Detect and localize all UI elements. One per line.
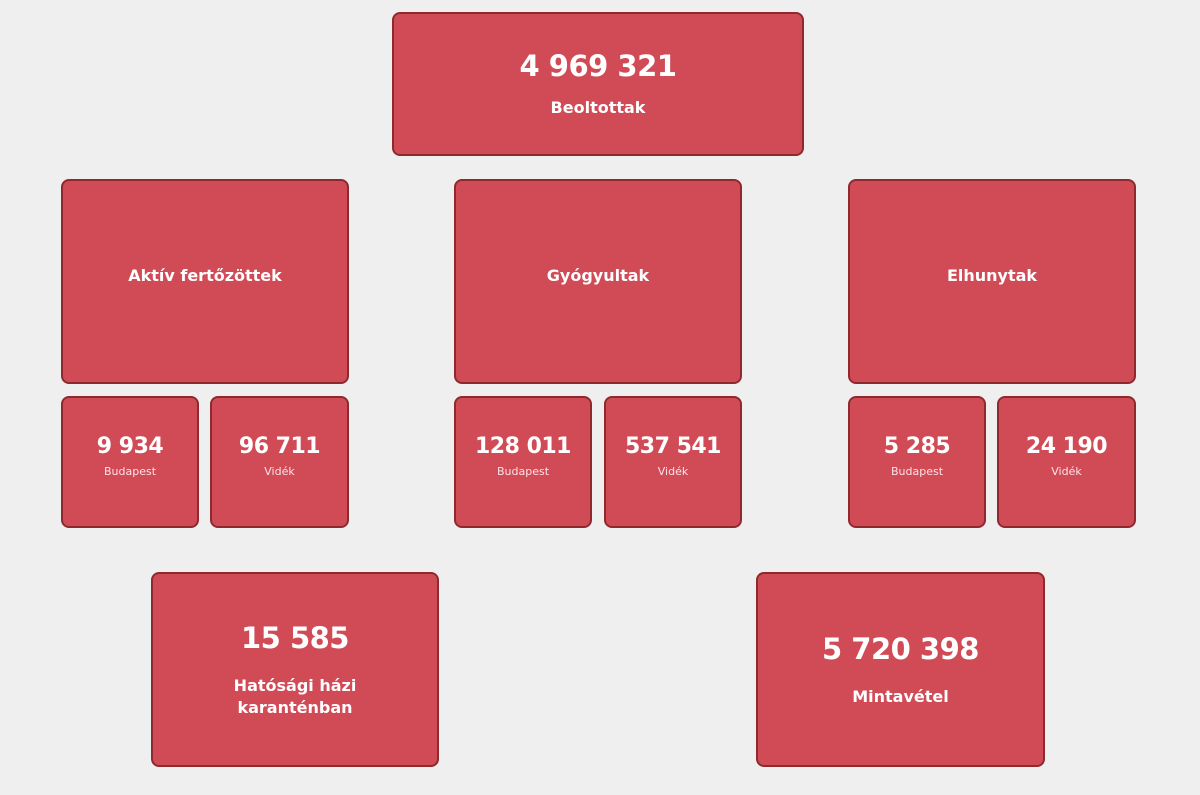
recovered-budapest-value: 128 011	[474, 434, 572, 459]
recovered-countryside-label: Vidék	[657, 465, 689, 478]
active-budapest-value: 9 934	[96, 434, 164, 459]
samples-card: 5 720 398 Mintavétel	[756, 572, 1045, 767]
quarantine-label-line1: Hatósági házi	[233, 675, 357, 695]
recovered-title: Gyógyultak	[546, 266, 650, 285]
active-infected-title: Aktív fertőzöttek	[128, 266, 282, 285]
deceased-budapest-card: 5 285 Budapest	[848, 396, 986, 528]
samples-label: Mintavétel	[852, 686, 949, 706]
deceased-budapest-value: 5 285	[883, 434, 951, 459]
deceased-countryside-label: Vidék	[1051, 465, 1082, 478]
active-budapest-label: Budapest	[103, 465, 157, 478]
active-countryside-label: Vidék	[264, 465, 295, 478]
quarantine-value: 15 585	[241, 620, 350, 655]
recovered-countryside-value: 537 541	[624, 434, 722, 459]
samples-value: 5 720 398	[822, 631, 979, 666]
active-infected-card: Aktív fertőzöttek	[61, 179, 349, 384]
vaccinated-value: 4 969 321	[519, 49, 677, 83]
deceased-countryside-card: 24 190 Vidék	[997, 396, 1136, 528]
deceased-card: Elhunytak	[848, 179, 1136, 384]
recovered-budapest-label: Budapest	[496, 465, 550, 478]
recovered-budapest-card: 128 011 Budapest	[454, 396, 592, 528]
deceased-countryside-value: 24 190	[1025, 434, 1108, 459]
quarantine-label: Hatósági házi karanténban	[234, 675, 357, 719]
quarantine-label-line2: karanténban	[237, 697, 353, 717]
vaccinated-label: Beoltottak	[550, 98, 646, 117]
recovered-card: Gyógyultak	[454, 179, 742, 384]
active-budapest-card: 9 934 Budapest	[61, 396, 199, 528]
active-countryside-card: 96 711 Vidék	[210, 396, 349, 528]
deceased-budapest-label: Budapest	[890, 465, 944, 478]
quarantine-card: 15 585 Hatósági házi karanténban	[151, 572, 439, 767]
vaccinated-card: 4 969 321 Beoltottak	[392, 12, 804, 156]
recovered-countryside-card: 537 541 Vidék	[604, 396, 742, 528]
active-countryside-value: 96 711	[238, 434, 321, 459]
deceased-title: Elhunytak	[946, 266, 1038, 285]
